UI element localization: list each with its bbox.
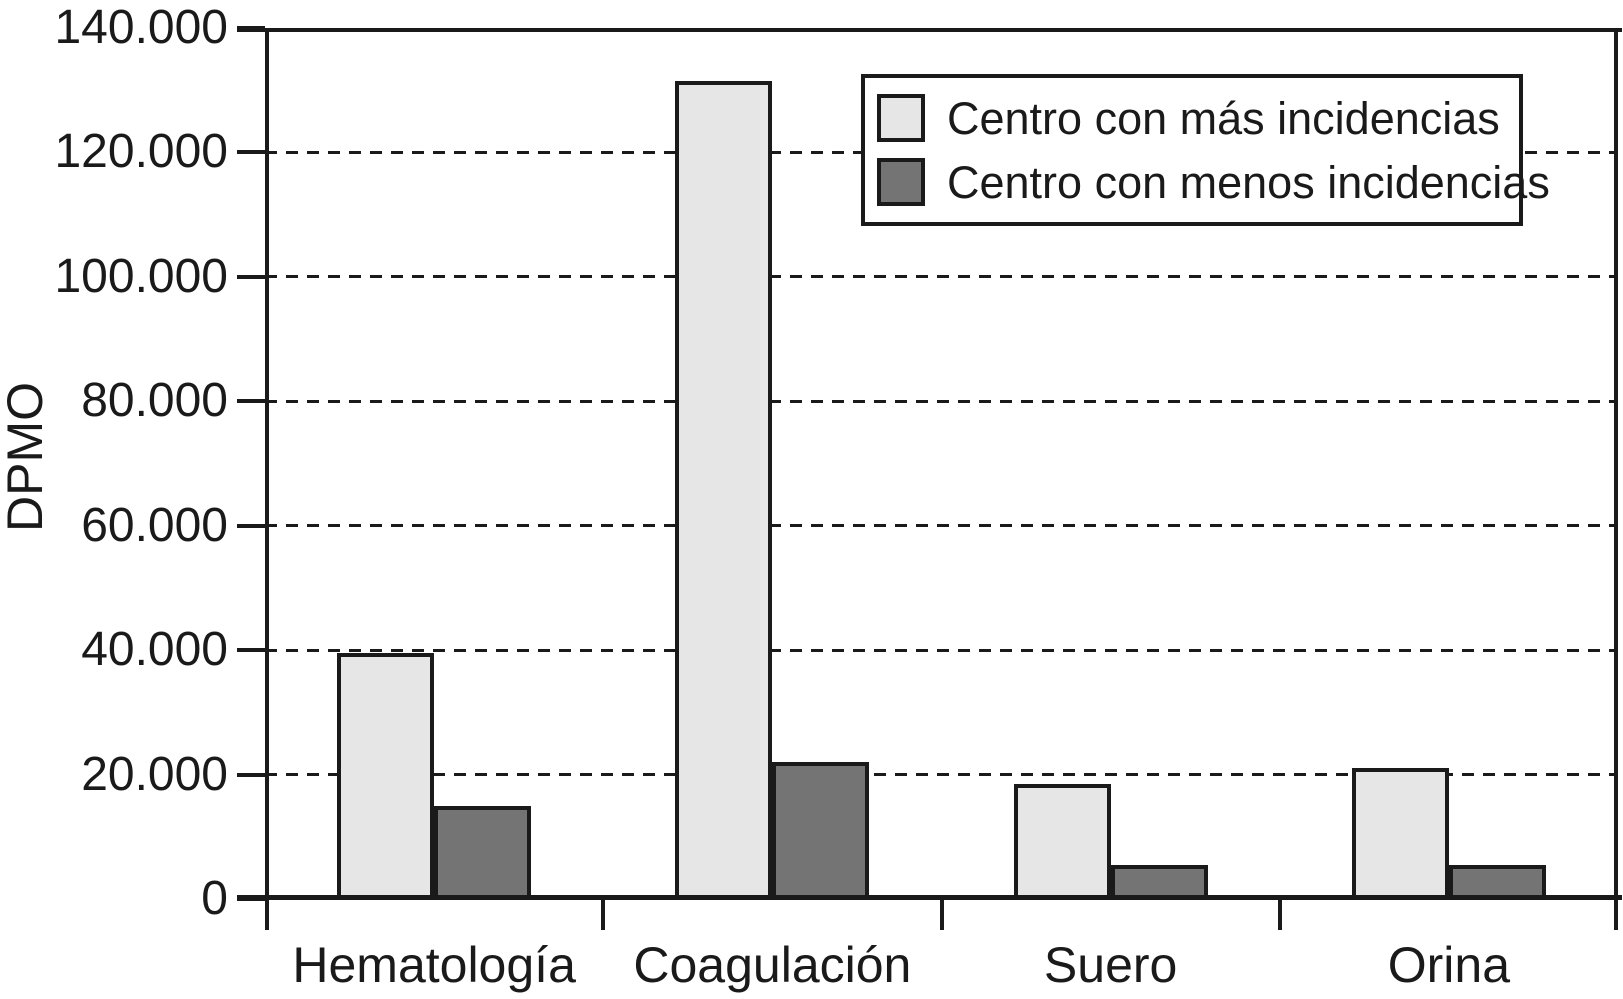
plot-top-border bbox=[237, 28, 1622, 32]
y-tick-label-140000: 140.000 bbox=[54, 1, 228, 54]
plot-area bbox=[265, 28, 1618, 899]
x-tick-separator-2 bbox=[939, 899, 944, 930]
bar-mas-orina bbox=[1351, 768, 1449, 899]
gridline-60000 bbox=[265, 524, 1618, 528]
plot-right-border bbox=[1614, 28, 1618, 930]
x-tick-separator-3 bbox=[1277, 899, 1282, 930]
y-tick-60000 bbox=[237, 523, 265, 528]
y-tick-120000 bbox=[237, 150, 265, 155]
y-tick-label-0: 0 bbox=[201, 872, 228, 925]
legend-label-menos-incidencias: Centro con menos incidencias bbox=[947, 156, 1550, 208]
gridline-20000 bbox=[265, 773, 1618, 777]
gridline-80000 bbox=[265, 399, 1618, 403]
y-tick-40000 bbox=[237, 648, 265, 653]
y-tick-label-20000: 20.000 bbox=[81, 747, 228, 801]
bar-menos-hematología bbox=[434, 805, 532, 899]
x-category-label-suero: Suero bbox=[1043, 937, 1178, 993]
y-tick-label-120000: 120.000 bbox=[54, 125, 228, 179]
y-tick-label-60000: 60.000 bbox=[81, 498, 228, 552]
x-axis-line bbox=[237, 895, 1622, 900]
bar-menos-suero bbox=[1110, 864, 1208, 899]
y-tick-80000 bbox=[237, 399, 265, 404]
x-category-label-hematología: Hematología bbox=[292, 937, 576, 993]
y-tick-20000 bbox=[237, 772, 265, 777]
x-category-label-coagulación: Coagulación bbox=[633, 937, 912, 993]
y-tick-100000 bbox=[237, 274, 265, 279]
y-axis-line bbox=[265, 28, 269, 930]
legend: Centro con más incidencias Centro con me… bbox=[861, 74, 1550, 226]
bar-mas-suero bbox=[1013, 783, 1111, 899]
x-tick-separator-1 bbox=[601, 899, 606, 930]
bar-menos-orina bbox=[1448, 864, 1546, 899]
y-tick-label-40000: 40.000 bbox=[81, 623, 228, 677]
legend-row-menos: Centro con menos incidencias bbox=[877, 158, 1550, 206]
y-tick-label-100000: 100.000 bbox=[54, 249, 228, 303]
legend-row-mas: Centro con más incidencias bbox=[877, 94, 1519, 142]
bar-mas-hematología bbox=[337, 653, 435, 899]
legend-label-mas-incidencias: Centro con más incidencias bbox=[947, 92, 1500, 144]
y-tick-label-80000: 80.000 bbox=[81, 374, 228, 428]
gridline-40000 bbox=[265, 648, 1618, 652]
legend-swatch-mas-incidencias bbox=[877, 94, 925, 142]
bar-menos-coagulación bbox=[772, 762, 870, 899]
x-category-label-orina: Orina bbox=[1387, 937, 1510, 993]
legend-swatch-menos-incidencias bbox=[877, 158, 925, 206]
gridline-100000 bbox=[265, 275, 1618, 279]
bar-mas-coagulación bbox=[675, 80, 773, 899]
